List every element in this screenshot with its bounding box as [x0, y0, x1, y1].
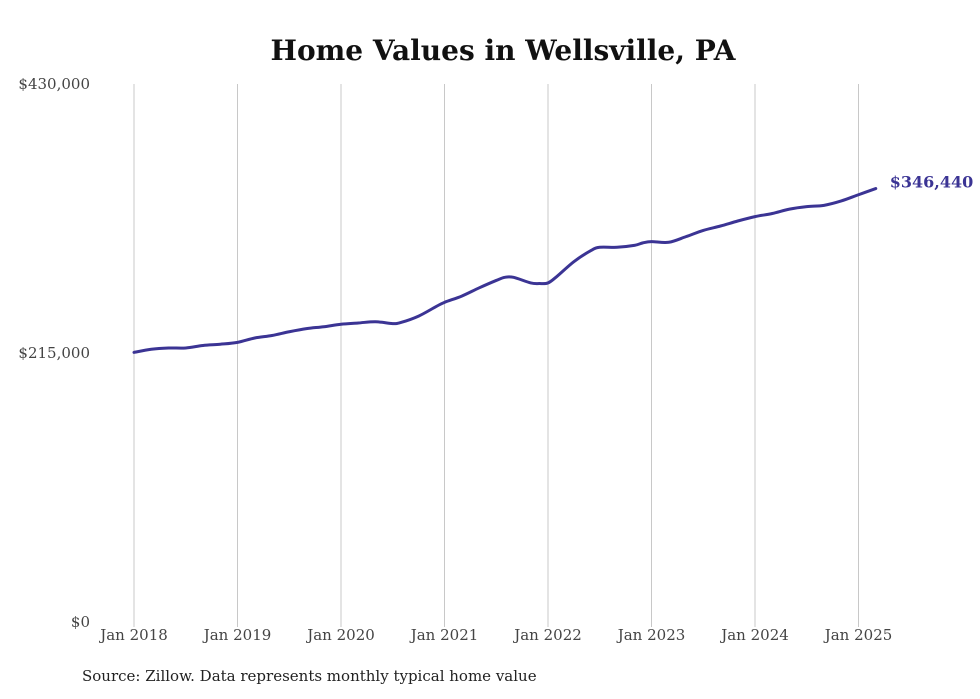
y-tick-label-2: $430,000	[18, 75, 90, 93]
chart-title: Home Values in Wellsville, PA	[271, 34, 737, 67]
x-tick-label-3: Jan 2021	[409, 626, 479, 644]
x-tick-label-6: Jan 2024	[719, 626, 789, 644]
x-tick-label-7: Jan 2025	[823, 626, 893, 644]
vertical-gridlines	[133, 84, 859, 622]
x-tick-label-1: Jan 2019	[202, 626, 272, 644]
y-tick-label-1: $215,000	[18, 344, 90, 362]
y-tick-label-0: $0	[71, 613, 90, 631]
end-value-label-0: $346,440	[890, 173, 974, 192]
annotations: $346,440	[890, 173, 974, 192]
series-line-0	[132, 187, 878, 354]
x-tick-label-0: Jan 2018	[98, 626, 168, 644]
x-tick-label-2: Jan 2020	[305, 626, 375, 644]
x-tick-label-4: Jan 2022	[512, 626, 582, 644]
x-tick-label-5: Jan 2023	[616, 626, 686, 644]
x-axis-ticks: Jan 2018 Jan 2019 Jan 2020 Jan 2021 Jan 2022…	[98, 622, 892, 644]
series-lines	[132, 187, 878, 354]
y-axis-ticks: $0 $215,000 $430,000	[18, 75, 90, 631]
source-note: Source: Zillow. Data represents monthly …	[82, 667, 537, 685]
